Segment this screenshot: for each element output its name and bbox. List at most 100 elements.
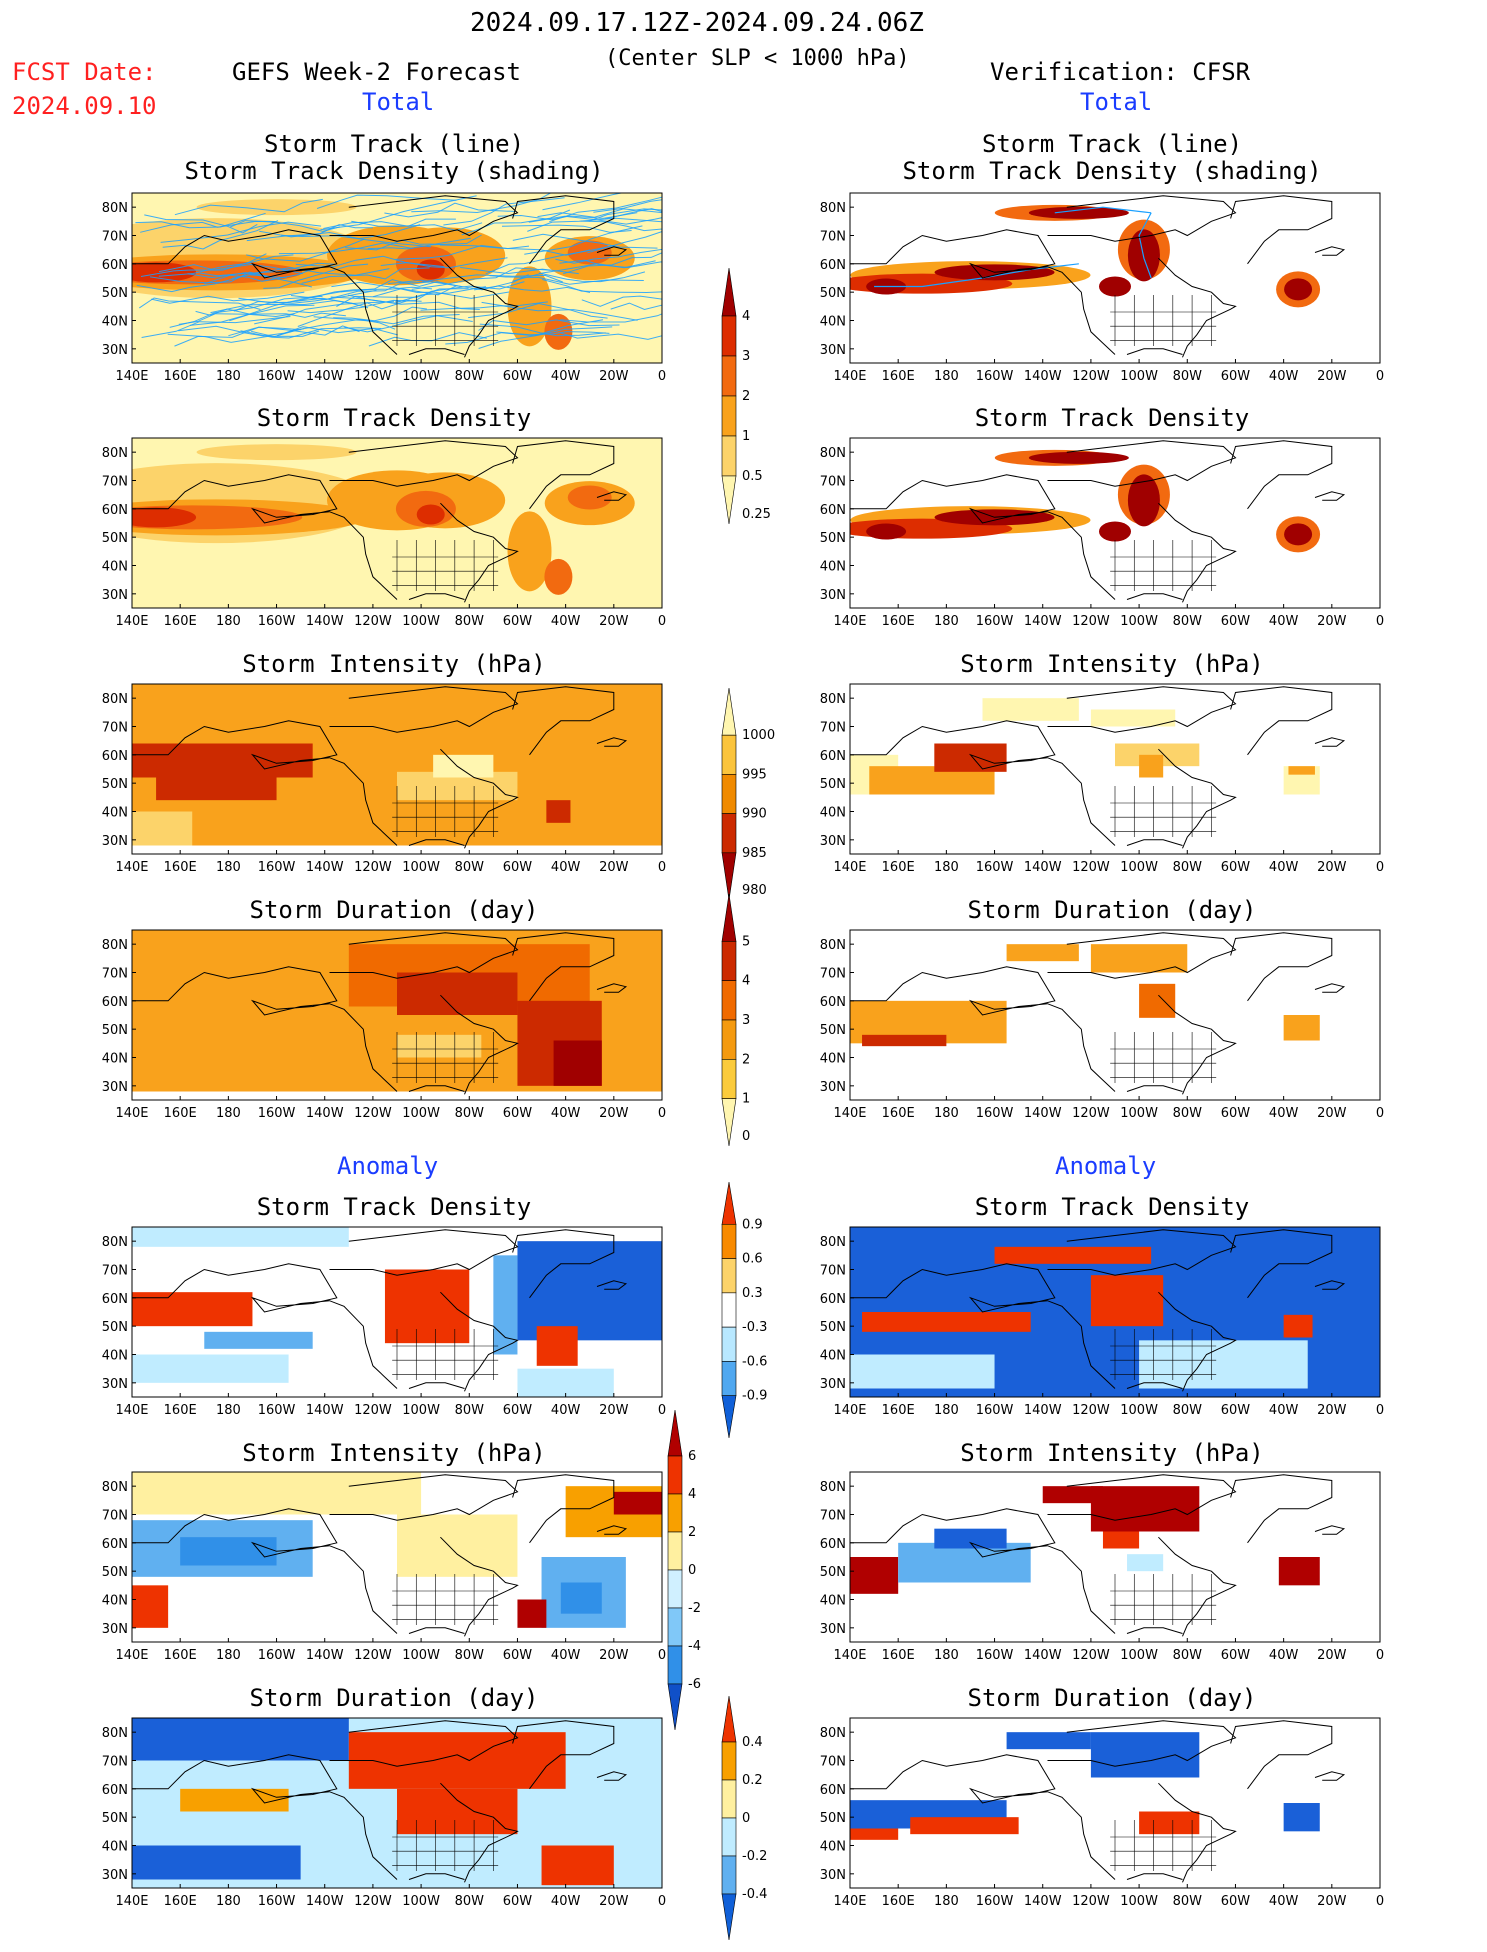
lon-label: 140W xyxy=(306,614,344,629)
lon-label: 140E xyxy=(833,1894,866,1909)
colorbar-segment xyxy=(668,1684,682,1730)
map-field xyxy=(132,930,662,1094)
colorbar-intensity-total: 1000 995 990 985 980 xyxy=(720,686,790,912)
map-intensity-verification: 80N 70N 60N 50N 40N 30N 140E 160E 180 160W 140W 120… xyxy=(850,684,1380,876)
colorbar-label: -2 xyxy=(688,1601,701,1616)
title-density-anom-right: Storm Track Density xyxy=(812,1193,1412,1221)
map-svg: 80N 70N 60N 50N 40N 30N 140E 160E 180 160W 140W 120… xyxy=(850,684,1380,876)
title-intensity-anom-right: Storm Intensity (hPa) xyxy=(812,1439,1412,1467)
title-track-shading-left: Storm Track Density (shading) xyxy=(94,157,694,185)
lat-label: 50N xyxy=(102,777,128,792)
map-duration-forecast: 80N 70N 60N 50N 40N 30N 140E 160E 180 160W 140W 120… xyxy=(132,930,662,1122)
lon-label: 140W xyxy=(1024,1106,1062,1121)
lat-label: 60N xyxy=(820,749,846,764)
lon-label: 20W xyxy=(599,1648,629,1663)
date-range: 2024.09.17.12Z-2024.09.24.06Z xyxy=(470,8,924,38)
lon-label: 20W xyxy=(1317,614,1347,629)
lon-label: 120W xyxy=(1072,860,1110,875)
lon-label: 140W xyxy=(306,1106,344,1121)
lon-label: 160W xyxy=(976,1403,1014,1418)
map-density-anomaly-verification: 80N 70N 60N 50N 40N 30N 140E 160E 180 160W 140W 120… xyxy=(850,1227,1380,1419)
lat-label: 70N xyxy=(820,230,846,245)
map-field xyxy=(56,182,738,364)
colorbar-segment xyxy=(722,356,736,396)
lat-label: 80N xyxy=(102,1235,128,1250)
lon-label: 140E xyxy=(115,369,148,384)
map-field xyxy=(132,684,662,848)
colorbar-label: 0.2 xyxy=(742,1773,763,1788)
colorbar-segment xyxy=(722,1259,736,1293)
lon-label: 160W xyxy=(976,1648,1014,1663)
lon-label: 160E xyxy=(164,860,197,875)
lon-label: 0 xyxy=(1376,1403,1384,1418)
colorbar-segment xyxy=(722,316,736,356)
lon-label: 160W xyxy=(258,1894,296,1909)
colorbar-segment xyxy=(722,774,736,813)
lon-label: 80W xyxy=(455,1403,485,1418)
lon-label: 100W xyxy=(1120,860,1158,875)
lat-label: 30N xyxy=(102,1622,128,1637)
lat-label: 70N xyxy=(820,1264,846,1279)
lon-label: 180 xyxy=(934,614,959,629)
lon-label: 160W xyxy=(258,860,296,875)
colorbar-label: -4 xyxy=(688,1639,701,1654)
lon-label: 60W xyxy=(1221,614,1251,629)
colorbar-segment xyxy=(722,1361,736,1395)
lon-label: 140E xyxy=(115,860,148,875)
colorbar-segment xyxy=(722,981,736,1020)
lon-label: 160E xyxy=(164,1648,197,1663)
lat-label: 40N xyxy=(102,1349,128,1364)
lon-label: 60W xyxy=(503,1894,533,1909)
lat-label: 30N xyxy=(102,1377,128,1392)
lat-label: 70N xyxy=(102,1264,128,1279)
lat-label: 80N xyxy=(820,1480,846,1495)
colorbar-svg: 43210.50.25 xyxy=(720,266,790,536)
colorbar-intensity-anomaly: 6 4 2 0 -2 -4 -6 xyxy=(666,1408,736,1742)
lat-label: 40N xyxy=(102,560,128,575)
lon-label: 160E xyxy=(882,369,915,384)
lon-label: 40W xyxy=(551,1403,581,1418)
colorbar-duration-anomaly: 0.4 0.2 0 -0.2 -0.4 xyxy=(720,1694,790,1952)
lon-label: 160E xyxy=(882,614,915,629)
lon-label: 60W xyxy=(503,1648,533,1663)
lon-label: 160W xyxy=(258,1648,296,1663)
lon-label: 120W xyxy=(1072,369,1110,384)
lat-label: 50N xyxy=(820,531,846,546)
colorbar-label: 1 xyxy=(742,429,750,444)
colorbar-label: -6 xyxy=(688,1677,701,1692)
map-field xyxy=(56,438,662,608)
lat-label: 60N xyxy=(102,1537,128,1552)
lat-label: 60N xyxy=(102,749,128,764)
lat-label: 30N xyxy=(820,834,846,849)
colorbar-segment xyxy=(722,1327,736,1361)
lon-label: 140W xyxy=(1024,614,1062,629)
lon-label: 40W xyxy=(551,1894,581,1909)
lat-label: 80N xyxy=(820,1235,846,1250)
map-density-verification: 80N 70N 60N 50N 40N 30N 140E 160E 180 160W 140W 120… xyxy=(850,438,1380,630)
lat-label: 60N xyxy=(820,1783,846,1798)
lon-label: 100W xyxy=(402,369,440,384)
lon-label: 180 xyxy=(934,1648,959,1663)
lon-label: 100W xyxy=(1120,1894,1158,1909)
map-svg: 80N 70N 60N 50N 40N 30N 140E 160E 180 160W 140W 120… xyxy=(132,1472,662,1664)
title-density-left: Storm Track Density xyxy=(94,404,694,432)
title-track-line-left: Storm Track (line) xyxy=(94,130,694,158)
lon-label: 60W xyxy=(1221,1894,1251,1909)
colorbar-label: 0.6 xyxy=(742,1252,763,1267)
map-intensity-anomaly-verification: 80N 70N 60N 50N 40N 30N 140E 160E 180 160W 140W 120… xyxy=(850,1472,1380,1664)
colorbar-label: 4 xyxy=(742,974,750,989)
lon-label: 100W xyxy=(402,860,440,875)
lon-label: 180 xyxy=(216,860,241,875)
lon-label: 20W xyxy=(1317,1403,1347,1418)
colorbar-segment xyxy=(668,1456,682,1494)
lon-label: 100W xyxy=(1120,614,1158,629)
colorbar-segment xyxy=(722,1224,736,1258)
colorbar-label: 0.3 xyxy=(742,1286,763,1301)
lon-label: 140E xyxy=(115,1403,148,1418)
lon-label: 40W xyxy=(1269,1894,1299,1909)
colorbar-label: 2 xyxy=(688,1525,696,1540)
lon-label: 100W xyxy=(1120,369,1158,384)
map-duration-verification: 80N 70N 60N 50N 40N 30N 140E 160E 180 160W 140W 120… xyxy=(850,930,1380,1122)
lon-label: 40W xyxy=(1269,1106,1299,1121)
lon-label: 80W xyxy=(455,1648,485,1663)
